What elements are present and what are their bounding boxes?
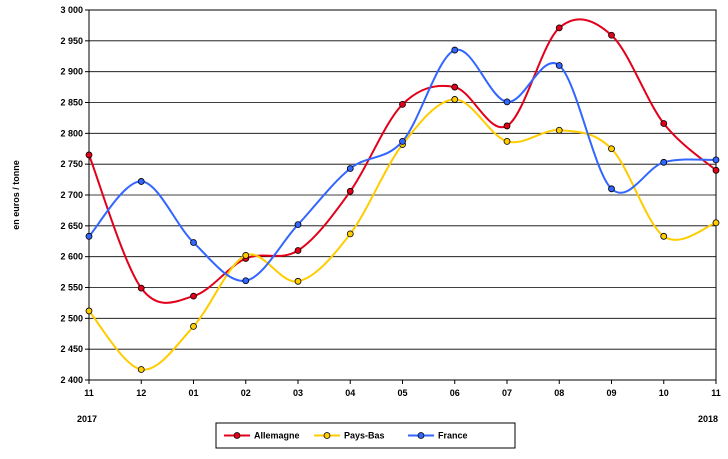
data-point-pays-bas (294, 277, 302, 285)
data-point-pays-bas (660, 232, 668, 240)
data-point-france (346, 165, 354, 172)
data-point-pays-bas (85, 307, 93, 315)
data-point-france (503, 98, 511, 106)
x-tick-label: 10 (659, 388, 669, 398)
data-point-pays-bas (712, 219, 720, 227)
data-point-pays-bas (555, 126, 563, 134)
data-point-allemagne (451, 83, 459, 91)
data-point-allemagne (399, 100, 406, 108)
y-tick-label: 2 950 (60, 36, 83, 46)
y-tick-label: 2 400 (60, 375, 83, 385)
y-tick-label: 2 800 (60, 128, 83, 138)
series-lines (85, 18, 720, 373)
data-point-france (555, 62, 563, 69)
series-france (85, 46, 720, 285)
data-point-allemagne (190, 292, 197, 300)
y-axis-ticks: 2 400 2 450 2 500 2 550 2 600 2 650 2 700 2 750… (60, 5, 89, 385)
legend-label-allemagne: Allemagne (254, 431, 300, 441)
data-point-allemagne (346, 187, 354, 195)
data-point-france (137, 178, 145, 185)
data-point-allemagne (85, 151, 93, 159)
y-tick-label: 2 750 (60, 159, 83, 169)
y-tick-label: 2 450 (60, 344, 83, 354)
gridlines (88, 9, 717, 381)
data-point-pays-bas (190, 322, 197, 330)
x-tick-label: 11 (84, 388, 94, 398)
data-point-pays-bas (503, 137, 511, 145)
y-tick-label: 2 650 (60, 221, 83, 231)
x-tick-label: 02 (241, 388, 251, 398)
data-point-allemagne (294, 247, 302, 254)
data-point-france (242, 277, 250, 285)
legend-label-pays-bas: Pays-Bas (344, 431, 385, 441)
x-tick-label: 05 (397, 388, 407, 398)
legend-marker-allemagne (233, 432, 241, 439)
data-point-france (190, 239, 197, 246)
y-tick-label: 2 850 (60, 98, 83, 108)
legend-marker-pays-bas (323, 432, 331, 439)
year-label-start: 2017 (77, 414, 97, 424)
data-point-allemagne (137, 284, 145, 292)
y-tick-label: 2 900 (60, 67, 83, 77)
data-point-allemagne (555, 24, 563, 32)
x-tick-label: 06 (450, 388, 460, 398)
y-tick-label: 2 550 (60, 283, 83, 293)
data-point-allemagne (608, 31, 615, 39)
data-point-allemagne (712, 166, 720, 174)
x-tick-label: 03 (293, 388, 303, 398)
data-point-allemagne (503, 122, 511, 130)
x-axis-ticks: 11 12 01 02 03 04 05 06 07 08 09 10 11 (84, 380, 721, 398)
data-point-pays-bas (242, 252, 250, 259)
legend: Allemagne Pays-Bas France (215, 422, 516, 449)
x-tick-label: 12 (136, 388, 146, 398)
series-pays-bas (85, 96, 720, 373)
y-tick-label: 3 000 (60, 5, 83, 15)
data-point-france (399, 137, 406, 145)
y-tick-label: 2 500 (60, 313, 83, 323)
y-tick-label: 2 700 (60, 190, 83, 200)
x-tick-label: 07 (502, 388, 512, 398)
y-axis-label: en euros / tonne (11, 160, 21, 230)
data-point-france (608, 185, 615, 193)
legend-marker-france (417, 432, 425, 439)
data-point-france (451, 46, 459, 54)
data-point-pays-bas (346, 230, 354, 238)
data-point-pays-bas (608, 145, 615, 153)
y-tick-label: 2 600 (60, 252, 83, 262)
series-line-allemagne (88, 18, 717, 304)
x-tick-label: 09 (606, 388, 616, 398)
legend-box (215, 422, 516, 449)
data-point-france (712, 156, 720, 164)
data-point-pays-bas (451, 96, 459, 103)
x-tick-label: 08 (554, 388, 564, 398)
x-tick-label: 01 (188, 388, 198, 398)
x-tick-label: 11 (711, 388, 721, 398)
data-point-france (85, 232, 93, 240)
series-allemagne (85, 18, 720, 304)
year-label-end: 2018 (698, 414, 718, 424)
data-point-allemagne (660, 120, 668, 127)
data-point-france (294, 221, 302, 229)
data-point-france (660, 158, 668, 166)
x-tick-label: 04 (345, 388, 355, 398)
legend-label-france: France (438, 431, 468, 441)
data-point-pays-bas (137, 366, 145, 373)
